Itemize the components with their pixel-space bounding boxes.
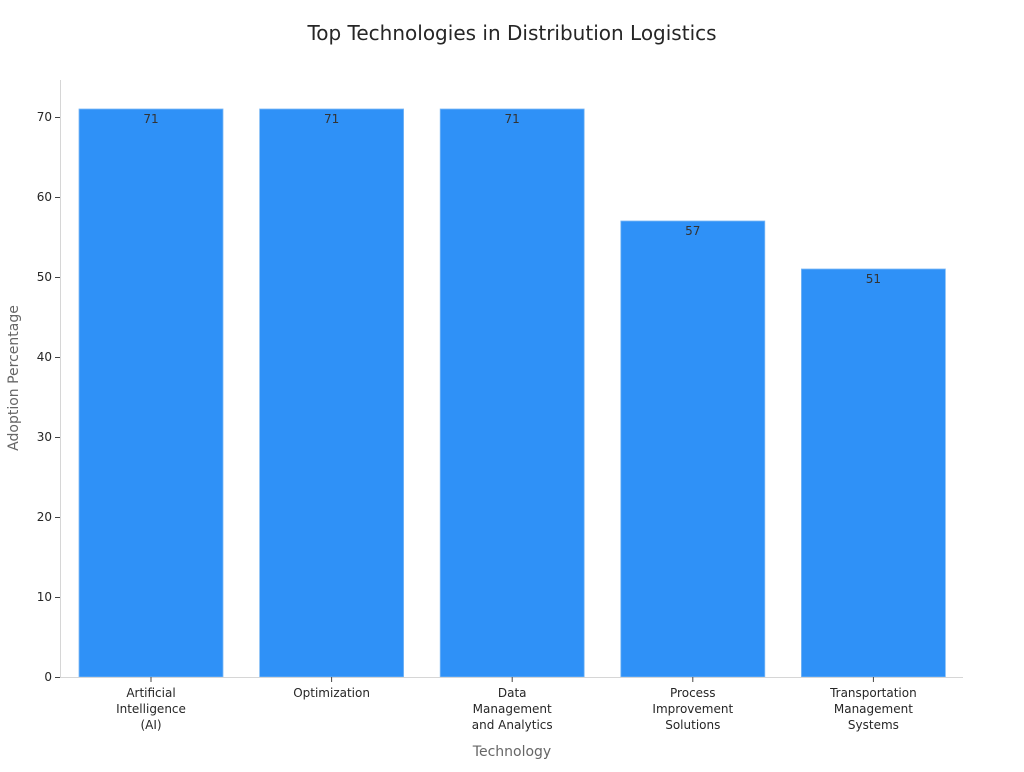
y-tick-label: 70: [37, 110, 52, 124]
bar: [801, 268, 946, 678]
x-axis-label: Technology: [472, 744, 551, 760]
bar: [259, 108, 405, 678]
x-tick-label: Artificial Intelligence (AI): [116, 686, 186, 732]
y-tick-label: 40: [37, 350, 52, 364]
y-tick-label: 0: [44, 670, 52, 684]
y-tick-label: 10: [37, 590, 52, 604]
y-tick-label: 60: [37, 190, 52, 204]
x-tick-label: Transportation Management Systems: [829, 686, 917, 732]
bar-value-label: 71: [505, 112, 520, 126]
y-tick-label: 50: [37, 270, 52, 284]
chart-title: Top Technologies in Distribution Logisti…: [306, 21, 716, 45]
y-axis-label: Adoption Percentage: [6, 305, 22, 451]
y-tick-label: 20: [37, 510, 52, 524]
bar-value-label: 57: [685, 224, 700, 238]
x-tick-label: Process Improvement Solutions: [652, 686, 733, 732]
x-tick-label: Data Management and Analytics: [472, 686, 553, 732]
bar-value-label: 51: [866, 272, 881, 286]
bar-value-label: 71: [143, 112, 158, 126]
bar: [620, 220, 766, 678]
y-tick-label: 30: [37, 430, 52, 444]
bar-value-label: 71: [324, 112, 339, 126]
bar: [78, 108, 224, 678]
x-tick-label: Optimization: [293, 686, 370, 700]
bar: [439, 108, 585, 678]
